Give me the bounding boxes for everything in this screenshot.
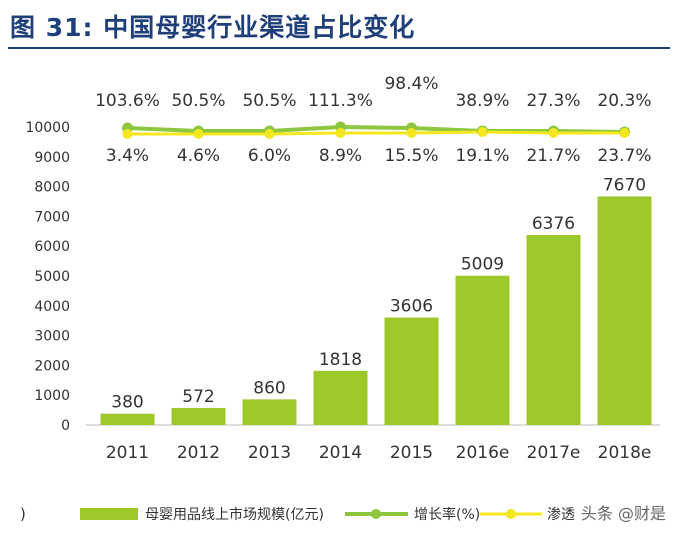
penetration-label: 23.7% — [597, 146, 651, 166]
bar-value-label: 1818 — [319, 350, 362, 370]
bar-value-label: 5009 — [461, 255, 504, 275]
bar-2014 — [313, 370, 368, 425]
bar-2013 — [242, 399, 297, 425]
growth-rate-label: 111.3% — [308, 91, 373, 111]
growth-rate-label: 20.3% — [597, 91, 651, 111]
y-tick-label: 2000 — [34, 358, 70, 374]
bar-2015 — [384, 317, 439, 425]
y-tick-label: 0 — [61, 418, 70, 434]
y-tick-label: 10000 — [25, 120, 70, 136]
y-tick-label: 7000 — [34, 209, 70, 225]
penetration-point — [477, 127, 488, 137]
bar-value-label: 572 — [182, 387, 214, 407]
penetration-point — [406, 128, 417, 138]
title-divider — [8, 47, 670, 49]
y-tick-label: 9000 — [34, 150, 70, 166]
legend-penetration-label: 渗透 — [547, 507, 575, 523]
bar-value-label: 860 — [253, 378, 285, 398]
x-tick-label: 2014 — [319, 443, 362, 463]
x-tick-label: 2017e — [527, 443, 581, 463]
legend-penetration-marker — [506, 509, 516, 519]
x-tick-label: 2013 — [248, 443, 291, 463]
y-tick-label: 8000 — [34, 180, 70, 196]
bar-2011 — [100, 413, 155, 425]
penetration-label: 15.5% — [384, 146, 438, 166]
penetration-point — [548, 128, 559, 138]
legend-growth-marker — [371, 509, 381, 519]
x-tick-label: 2015 — [390, 443, 433, 463]
legend-bar-label: 母婴用品线上市场规模(亿元) — [145, 506, 324, 523]
penetration-label: 6.0% — [248, 146, 291, 166]
figure-title: 图 31: 中国母婴行业渠道占比变化 — [10, 8, 415, 44]
penetration-line — [127, 130, 625, 136]
figure-number: 图 31: — [10, 13, 94, 42]
penetration-label: 21.7% — [526, 146, 580, 166]
bar-value-label: 380 — [111, 393, 143, 413]
penetration-point — [619, 128, 630, 138]
y-tick-label: 4000 — [34, 299, 70, 315]
x-tick-label: 2011 — [106, 443, 149, 463]
growth-rate-label: 98.4% — [384, 74, 438, 94]
bar-2012 — [171, 407, 226, 425]
bar-value-label: 7670 — [603, 175, 646, 195]
y-tick-label: 3000 — [34, 329, 70, 345]
penetration-point — [264, 129, 275, 139]
legend-growth-label: 增长率(%) — [414, 506, 480, 523]
penetration-label: 4.6% — [177, 146, 220, 166]
x-tick-label: 2018e — [598, 443, 652, 463]
growth-rate-label: 27.3% — [526, 91, 580, 111]
bar-2017e — [526, 234, 581, 425]
penetration-label: 8.9% — [319, 146, 362, 166]
growth-rate-label: 38.9% — [455, 91, 509, 111]
penetration-label: 3.4% — [106, 146, 149, 166]
watermark: 头条 @财是 — [580, 504, 666, 523]
growth-rate-label: 50.5% — [242, 91, 296, 111]
penetration-point — [193, 129, 204, 139]
y-tick-label: 6000 — [34, 239, 70, 255]
bar-2018e — [597, 196, 652, 425]
penetration-point — [335, 128, 346, 138]
growth-rate-line — [127, 124, 625, 134]
growth-rate-label: 103.6% — [95, 91, 160, 111]
x-tick-label: 2016e — [456, 443, 510, 463]
penetration-label: 19.1% — [455, 146, 509, 166]
penetration-point — [122, 129, 133, 139]
bar-2016e — [455, 275, 510, 425]
growth-rate-label: 50.5% — [171, 91, 225, 111]
bar-value-label: 6376 — [532, 214, 575, 234]
x-tick-label: 2012 — [177, 443, 220, 463]
figure-title-text: 中国母婴行业渠道占比变化 — [103, 13, 416, 42]
legend-bar-swatch — [80, 508, 138, 520]
y-tick-label: 1000 — [34, 388, 70, 404]
legend-left-mark: ) — [20, 505, 26, 523]
bar-value-label: 3606 — [390, 297, 433, 317]
y-tick-label: 5000 — [34, 269, 70, 285]
